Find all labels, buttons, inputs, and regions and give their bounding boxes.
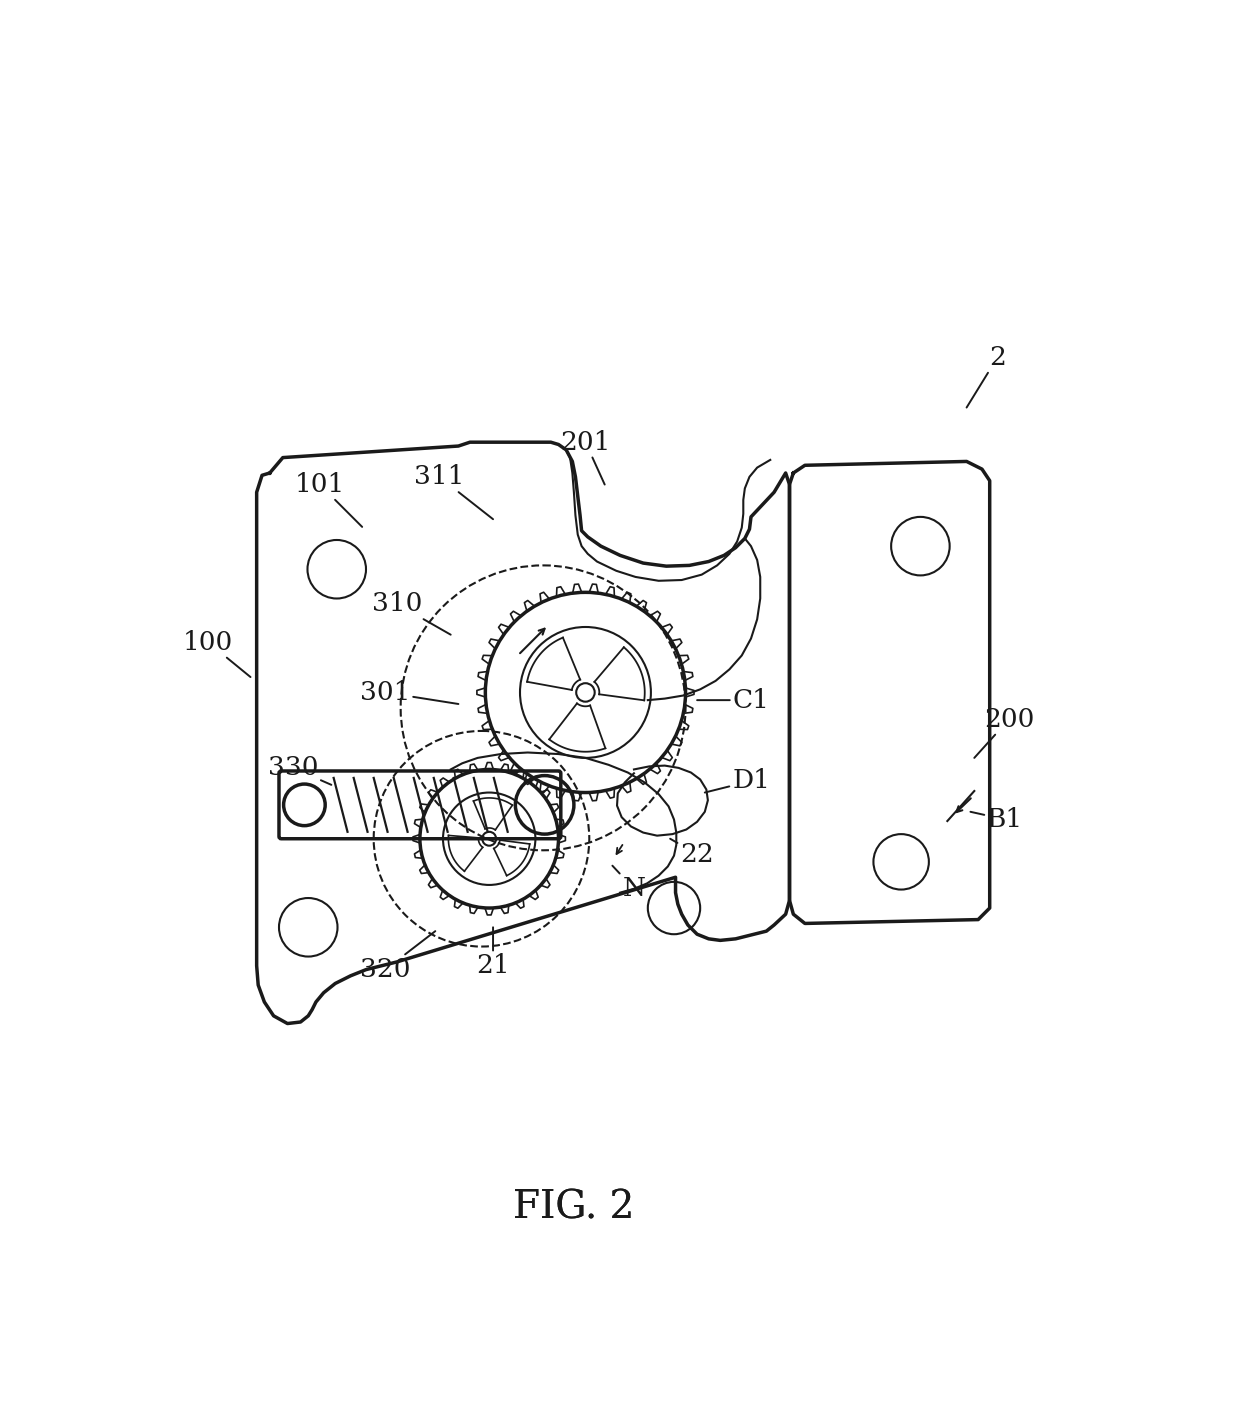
- Text: 301: 301: [360, 680, 459, 705]
- Text: 311: 311: [414, 464, 494, 519]
- Text: D1: D1: [704, 768, 770, 794]
- Text: 201: 201: [560, 429, 610, 484]
- Text: B1: B1: [971, 808, 1023, 832]
- Text: 22: 22: [670, 839, 714, 867]
- Text: FIG. 2: FIG. 2: [513, 1190, 635, 1227]
- Text: 320: 320: [360, 931, 435, 982]
- Text: FIG. 2: FIG. 2: [513, 1190, 635, 1227]
- Text: 21: 21: [476, 927, 510, 978]
- Text: 200: 200: [975, 706, 1034, 758]
- Text: 330: 330: [268, 756, 331, 785]
- Text: C1: C1: [697, 688, 770, 712]
- Text: 101: 101: [295, 471, 362, 526]
- Text: 310: 310: [372, 591, 450, 635]
- Text: 2: 2: [967, 345, 1006, 408]
- Text: N: N: [613, 865, 646, 902]
- Text: 100: 100: [184, 630, 250, 677]
